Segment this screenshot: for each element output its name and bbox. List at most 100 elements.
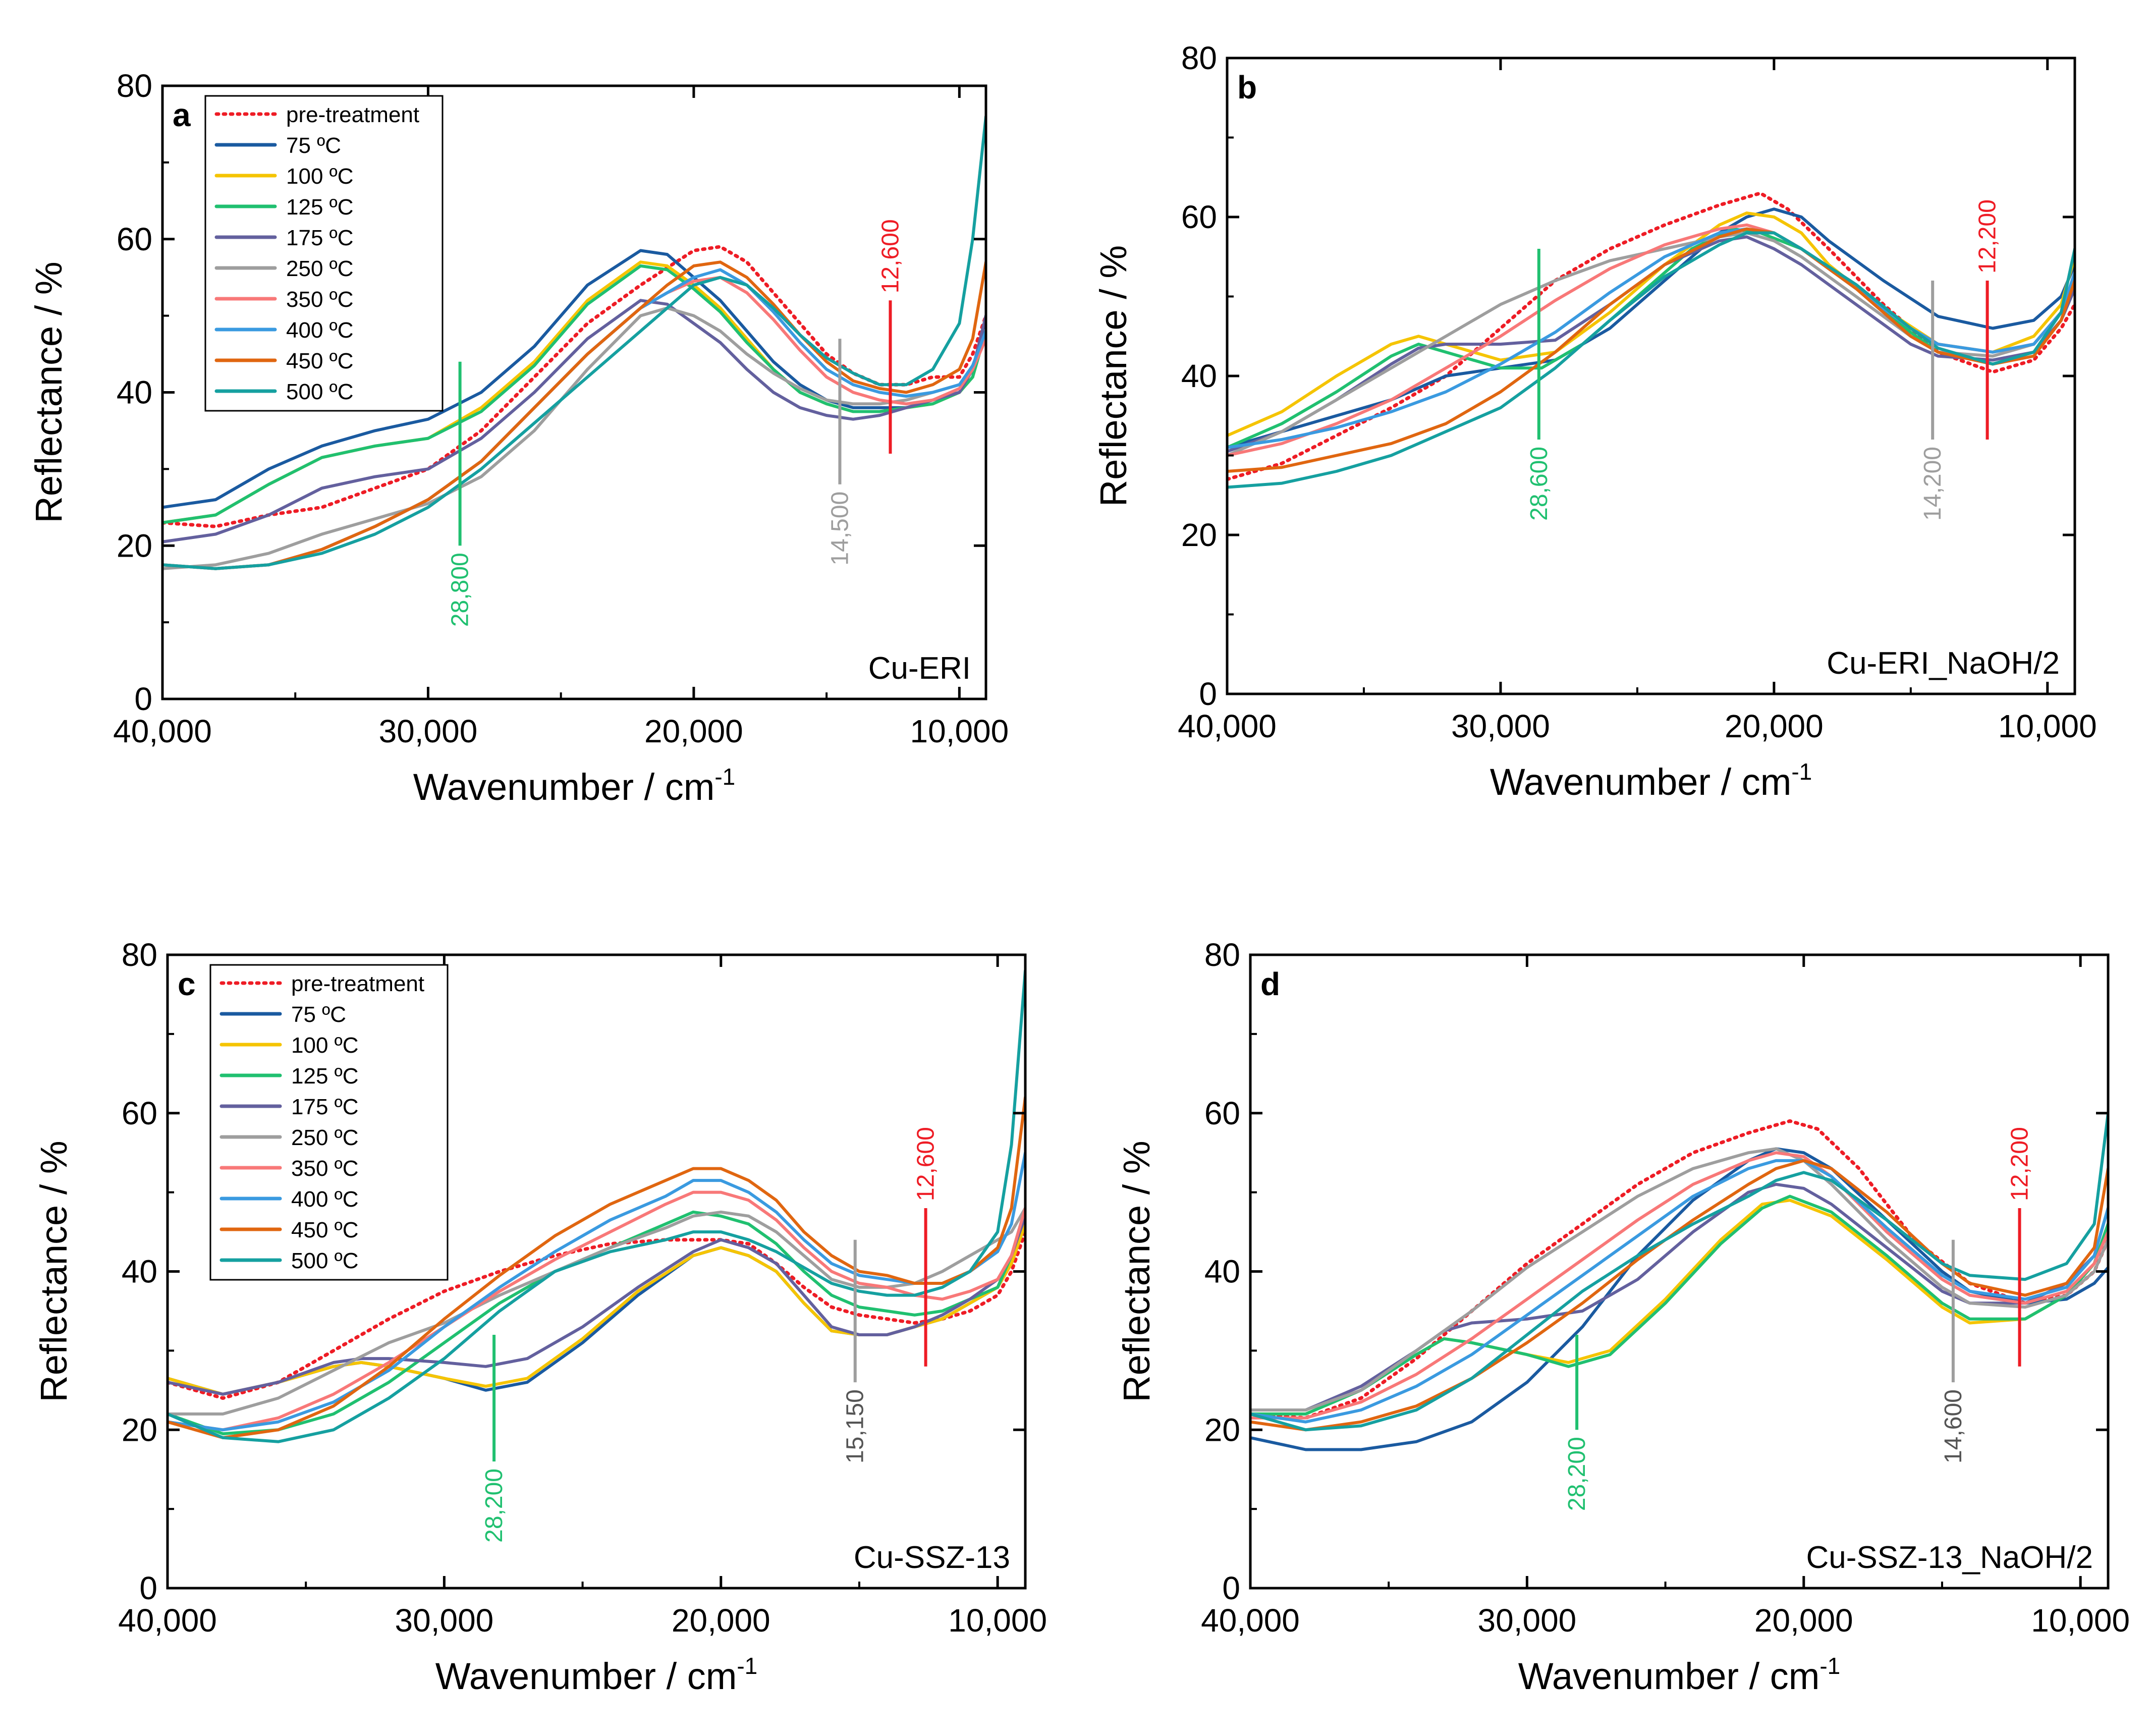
y-tick-label: 60 <box>122 1095 157 1131</box>
series-line-350 <box>1250 1151 2108 1420</box>
marker-label-12,600: 12,600 <box>913 1127 940 1201</box>
series-line-450 <box>162 260 986 570</box>
plot-frame <box>1249 953 2110 1590</box>
series-line-500 <box>162 115 986 570</box>
x-tick-label: 20,000 <box>672 1602 770 1639</box>
legend-label-400: 400 ºC <box>286 318 353 343</box>
sample-name: Cu-SSZ-13_NaOH/2 <box>1806 1540 2093 1575</box>
series-line-400 <box>1250 1159 2108 1424</box>
y-tick-label: 60 <box>1204 1095 1240 1131</box>
panel-c: 28,200 15,150 12,600 40,000 30,000 20,000 10,0… <box>33 937 1047 1697</box>
x-tick-label: 10,000 <box>910 713 1009 749</box>
x-tick-label: 10,000 <box>1998 708 2097 744</box>
marker-label-28,800: 28,800 <box>447 553 474 627</box>
y-tick-label: 40 <box>1204 1254 1240 1290</box>
marker-label-12,200: 12,200 <box>2007 1127 2033 1201</box>
legend-label-100: 100 ºC <box>286 164 353 189</box>
marker-label-28,200: 28,200 <box>481 1469 508 1543</box>
panel-letter: d <box>1260 966 1280 1002</box>
series-group <box>168 969 1025 1443</box>
series-line-100 <box>168 1222 1025 1396</box>
y-tick-label: 0 <box>139 1570 157 1606</box>
series-line-75 <box>1227 207 2075 449</box>
legend-label-175: 175 ºC <box>291 1095 358 1119</box>
legend-label-75: 75 ºC <box>286 133 341 158</box>
x-tick-label: 10,000 <box>2031 1602 2130 1639</box>
legend-box <box>204 95 444 412</box>
y-tick-label: 20 <box>1181 517 1217 553</box>
sample-name: Cu-SSZ-13 <box>854 1540 1010 1575</box>
x-tick-label: 10,000 <box>948 1602 1047 1639</box>
series-line-125 <box>1250 1195 2108 1416</box>
legend-label-250: 250 ºC <box>291 1125 358 1150</box>
y-tick-label: 80 <box>117 68 152 104</box>
y-axis-label: Reflectance / % <box>33 1141 75 1402</box>
x-tick-label: 40,000 <box>1178 708 1277 744</box>
x-tick-label: 30,000 <box>395 1602 494 1639</box>
legend-label-400: 400 ºC <box>291 1187 358 1212</box>
y-tick-label: 80 <box>1204 937 1240 973</box>
marker-label-14,600: 14,600 <box>1940 1389 1967 1463</box>
x-axis-label: Wavenumber / cm-1 <box>435 1653 758 1697</box>
y-tick-label: 20 <box>1204 1412 1240 1448</box>
legend-label-pre-treatment: pre-treatment <box>286 102 419 127</box>
x-axis-label: Wavenumber / cm-1 <box>413 764 736 808</box>
legend-label-450: 450 ºC <box>286 349 353 373</box>
series-line-400 <box>1227 227 2075 449</box>
series-line-250 <box>1250 1147 2108 1412</box>
legend-label-250: 250 ºC <box>286 256 353 281</box>
series-line-pre-treatment <box>162 245 986 528</box>
series-group <box>1250 1111 2108 1451</box>
panel-letter: b <box>1237 69 1257 105</box>
series-line-175 <box>168 1214 1025 1396</box>
legend-label-75: 75 ºC <box>291 1002 346 1027</box>
series-line-500 <box>168 969 1025 1443</box>
y-axis-label: Reflectance / % <box>1092 245 1134 507</box>
y-tick-label: 60 <box>1181 199 1217 235</box>
y-axis-label: Reflectance / % <box>28 261 70 523</box>
y-tick-label: 20 <box>117 527 152 564</box>
x-tick-label: 30,000 <box>1451 708 1550 744</box>
marker-label-12,200: 12,200 <box>1974 199 2001 274</box>
series-line-350 <box>1227 223 2075 457</box>
series-line-250 <box>1227 231 2075 457</box>
x-tick-label: 30,000 <box>1478 1602 1577 1639</box>
y-tick-label: 40 <box>1181 358 1217 394</box>
y-tick-label: 60 <box>117 221 152 257</box>
legend-label-500: 500 ºC <box>286 379 353 404</box>
panel-letter: a <box>173 97 191 133</box>
series-line-500 <box>1227 231 2075 489</box>
legend-label-pre-treatment: pre-treatment <box>291 971 424 996</box>
series-line-pre-treatment <box>168 1230 1025 1400</box>
x-tick-label: 20,000 <box>1754 1602 1853 1639</box>
marker-label-12,600: 12,600 <box>877 219 904 293</box>
legend-label-125: 125 ºC <box>291 1064 358 1089</box>
marker-label-14,200: 14,200 <box>1919 447 1946 521</box>
x-tick-label: 30,000 <box>379 713 478 749</box>
series-line-500 <box>1250 1111 2108 1432</box>
y-tick-label: 80 <box>122 937 157 973</box>
series-group <box>162 115 986 570</box>
legend-label-450: 450 ºC <box>291 1218 358 1242</box>
series-line-250 <box>168 1207 1025 1416</box>
x-tick-label: 20,000 <box>1725 708 1824 744</box>
series-group <box>1227 191 2075 489</box>
series-line-175 <box>162 299 986 544</box>
y-tick-label: 40 <box>117 374 152 411</box>
series-line-250 <box>162 306 986 570</box>
x-axis-label: Wavenumber / cm-1 <box>1490 758 1812 803</box>
series-line-100 <box>1227 211 2075 438</box>
legend-label-175: 175 ºC <box>286 226 353 250</box>
panel-letter: c <box>178 966 196 1002</box>
sample-name: Cu-ERI_NaOH/2 <box>1827 646 2060 681</box>
series-line-450 <box>168 1096 1025 1439</box>
legend-label-350: 350 ºC <box>286 287 353 312</box>
panel-b: 28,600 14,200 12,200 40,000 30,000 20,000 10,0… <box>1092 40 2097 803</box>
y-tick-label: 80 <box>1181 40 1217 76</box>
x-tick-label: 40,000 <box>1201 1602 1300 1639</box>
y-tick-label: 20 <box>122 1412 157 1448</box>
y-tick-label: 0 <box>1222 1570 1240 1606</box>
x-axis-label: Wavenumber / cm-1 <box>1518 1653 1841 1697</box>
marker-label-28,200: 28,200 <box>1564 1437 1590 1511</box>
